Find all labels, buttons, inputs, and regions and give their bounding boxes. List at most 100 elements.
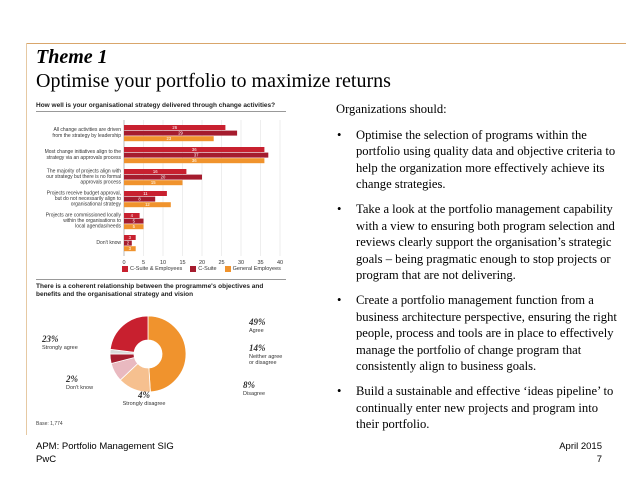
slice-category-label: Disagree xyxy=(243,391,265,397)
slide-subtitle: Optimise your portfolio to maximize retu… xyxy=(36,70,391,92)
legend-label: C-Suite & Employees xyxy=(130,266,183,272)
slide-title: Theme 1 xyxy=(36,46,108,68)
bar-chart-rule xyxy=(36,111,286,112)
slice-category-label: Strongly disagree xyxy=(123,401,166,407)
bar-data-label: 36 xyxy=(192,158,197,163)
slice-percent-label: 4% xyxy=(137,390,151,400)
x-tick-label: 20 xyxy=(199,260,205,266)
bar xyxy=(124,180,183,186)
bar-data-label: 36 xyxy=(192,147,197,152)
category-label: within the organisations to xyxy=(63,218,121,224)
pie-chart-question: There is a coherent relationship between… xyxy=(36,283,264,298)
bar-data-label: 5 xyxy=(133,224,136,229)
bullet-item: • Take a look at the portfolio management… xyxy=(336,201,618,284)
slice-category-label: Neither agree xyxy=(249,354,282,360)
bar xyxy=(124,191,167,196)
category-label: strategy via an approvals process xyxy=(47,155,122,161)
legend-item-general-employees: General Employees xyxy=(224,266,281,272)
bullet-glyph: • xyxy=(337,383,342,398)
bar xyxy=(124,213,140,218)
bar xyxy=(124,202,171,208)
category-label: approvals process xyxy=(80,180,121,186)
slice-category-label: Agree xyxy=(249,328,264,334)
legend-item-c-suite: C-Suite xyxy=(190,266,217,272)
slice-percent-label: 2% xyxy=(65,374,79,384)
bullet-item: • Build a sustainable and effective ‘idea… xyxy=(336,383,618,433)
title-top-rule xyxy=(26,43,626,44)
bullet-text: Take a look at the portfolio management … xyxy=(356,201,615,283)
bar-data-label: 8 xyxy=(138,197,141,202)
x-tick-label: 10 xyxy=(160,260,166,266)
x-tick-label: 15 xyxy=(179,260,185,266)
intro-text: Organizations should: xyxy=(336,102,447,116)
x-tick-label: 5 xyxy=(142,260,145,266)
category-label: organisational strategy xyxy=(71,202,122,208)
bullet-glyph: • xyxy=(337,292,342,307)
bar-data-label: 3 xyxy=(129,235,132,240)
bar-data-label: 5 xyxy=(133,219,136,224)
x-tick-label: 0 xyxy=(122,260,125,266)
bar-chart-question: How well is your organisational strategy… xyxy=(36,102,276,109)
category-label: local agendas/needs xyxy=(75,224,121,230)
bar-data-label: 23 xyxy=(167,136,172,141)
footer-company: PwC xyxy=(36,454,57,465)
legend-item-c-suite-employees: C-Suite & Employees xyxy=(122,266,182,272)
bar xyxy=(124,152,269,158)
category-label: but do not necessarily align to xyxy=(55,196,121,202)
bar xyxy=(124,130,238,136)
legend-swatch xyxy=(224,266,231,272)
bar xyxy=(124,136,214,142)
section-divider xyxy=(36,279,286,280)
bar-data-label: 29 xyxy=(178,131,183,136)
slice-category-label: Don't know xyxy=(66,385,93,391)
slice-percent-label: 49% xyxy=(248,317,266,327)
category-label: Don't know xyxy=(96,240,121,246)
legend-label: C-Suite xyxy=(198,266,217,272)
x-tick-label: 30 xyxy=(238,260,244,266)
bullet-text: Optimise the selection of programs withi… xyxy=(356,127,616,192)
bullet-glyph: • xyxy=(337,127,342,142)
x-tick-label: 35 xyxy=(257,260,263,266)
category-label: from the strategy by leadership xyxy=(52,133,121,139)
bar-chart-legend: C-Suite & Employees C-Suite General Empl… xyxy=(122,266,281,272)
bar-data-label: 15 xyxy=(151,180,156,185)
slice-category-label: Strongly agree xyxy=(42,345,78,351)
bar-data-label: 3 xyxy=(129,246,132,251)
bullet-item: • Create a portfolio management function … xyxy=(336,292,618,375)
category-label: All change activities are driven xyxy=(53,127,121,133)
bar-data-label: 20 xyxy=(161,175,166,180)
bar-data-label: 11 xyxy=(143,191,148,196)
bar-data-label: 16 xyxy=(153,169,158,174)
slice-percent-label: 14% xyxy=(249,343,266,353)
bar xyxy=(124,246,136,252)
right-text-panel: Organizations should: • Optimise the sele… xyxy=(336,101,618,441)
category-label: The majority of projects align with xyxy=(47,168,121,174)
bar-data-label: 37 xyxy=(194,153,199,158)
slice-category-label: or disagree xyxy=(249,360,277,366)
bar xyxy=(124,196,156,202)
bullet-item: • Optimise the selection of programs with… xyxy=(336,127,618,193)
legend-label: General Employees xyxy=(232,266,281,272)
bullet-text: Create a portfolio management function f… xyxy=(356,292,617,374)
bar xyxy=(124,125,226,130)
category-label: Projects receive budget approval, xyxy=(47,190,121,196)
bar-data-label: 26 xyxy=(172,125,177,130)
bar xyxy=(124,169,187,174)
category-label: Most change initiatives align to the xyxy=(45,149,122,155)
bar xyxy=(124,240,132,246)
bullet-text: Build a sustainable and effective ‘ideas… xyxy=(356,383,614,432)
footer-source: APM: Portfolio Management SIG xyxy=(36,441,174,452)
bar xyxy=(124,174,202,180)
left-accent-rule xyxy=(26,43,27,435)
bar-data-label: 12 xyxy=(145,202,150,207)
bar xyxy=(124,158,265,164)
page-number: 7 xyxy=(596,454,602,465)
bar xyxy=(124,218,144,224)
donut-slice xyxy=(147,315,187,393)
x-tick-label: 40 xyxy=(277,260,283,266)
bullet-glyph: • xyxy=(337,201,342,216)
legend-swatch xyxy=(190,266,197,272)
legend-swatch xyxy=(122,266,128,272)
bar xyxy=(124,147,265,152)
